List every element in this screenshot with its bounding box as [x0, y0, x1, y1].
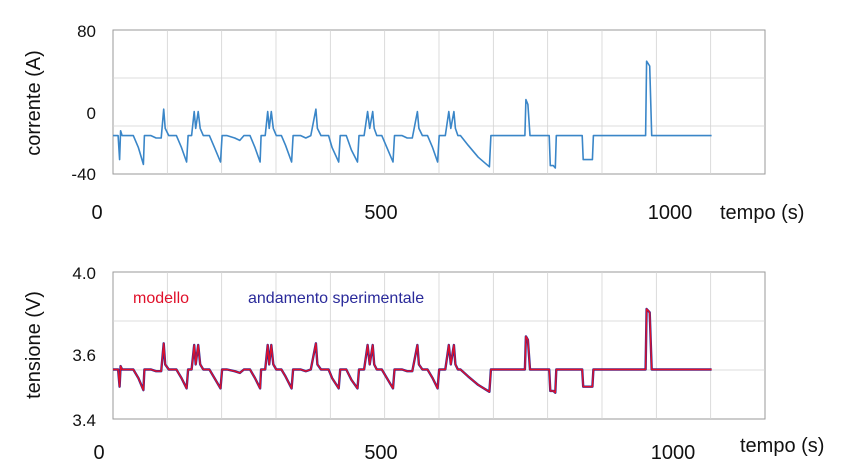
chart1-xtick-500: 500 — [364, 202, 397, 224]
chart1-x-axis-label: tempo (s) — [720, 202, 804, 224]
chart2-legend-andamento-sperimentale: andamento sperimentale — [248, 290, 424, 307]
chart1-ytick-0: 0 — [87, 104, 96, 123]
chart1-series-current-line — [113, 60, 712, 169]
chart2-ytick-3-6: 3.6 — [72, 346, 96, 365]
chart2-y-axis-label: tensione (V) — [23, 291, 45, 399]
chart1-y-axis-label: corrente (A) — [23, 50, 45, 156]
chart2-x-axis-label: tempo (s) — [740, 435, 824, 457]
chart2-legend-modello: modello — [133, 290, 189, 307]
chart1-xtick-1000: 1000 — [648, 202, 693, 224]
chart2-ytick-4-0: 4.0 — [72, 264, 96, 283]
chart1-xtick-0: 0 — [91, 202, 102, 224]
chart2-xtick-1000: 1000 — [651, 442, 696, 464]
chart2-series-model-line — [113, 308, 712, 394]
chart1-ytick-minus40: -40 — [71, 165, 96, 184]
chart1-ytick-80: 80 — [77, 22, 96, 41]
chart2-xtick-0: 0 — [93, 442, 104, 464]
chart2-ytick-3-4: 3.4 — [72, 411, 96, 430]
chart2-xtick-500: 500 — [364, 442, 397, 464]
